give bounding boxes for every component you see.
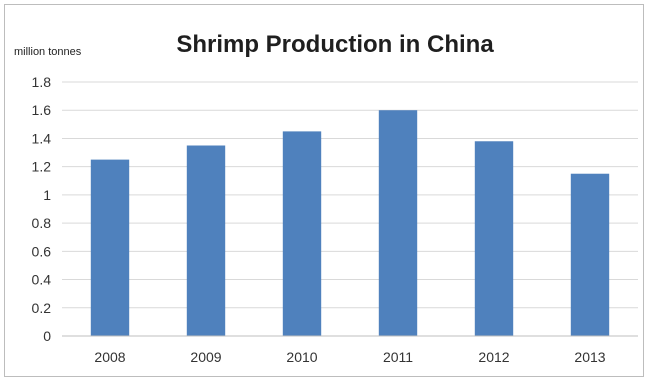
- x-tick-label: 2008: [94, 349, 125, 365]
- y-tick-label: 1.2: [32, 159, 52, 175]
- y-tick-label: 1.4: [32, 130, 52, 146]
- y-tick-label: 0.2: [32, 300, 52, 316]
- y-tick-label: 1.8: [32, 74, 52, 90]
- y-tick-label: 0.8: [32, 215, 52, 231]
- y-tick-label: 0: [43, 328, 51, 344]
- x-tick-label: 2012: [478, 349, 509, 365]
- x-tick-label: 2013: [574, 349, 605, 365]
- gridlines: [62, 81, 638, 309]
- x-tick-label: 2011: [383, 349, 413, 365]
- y-tick-label: 0.6: [32, 243, 52, 259]
- y-axis-unit-label: million tonnes: [14, 46, 82, 58]
- bar-2013: [570, 173, 610, 336]
- bar-2008: [90, 159, 130, 336]
- x-tick-label: 2010: [286, 349, 317, 365]
- y-tick-label: 0.4: [32, 272, 52, 288]
- y-axis-ticks: 0 0.2 0.4 0.6 0.8 1 1.2 1.4 1.6 1.8: [32, 74, 52, 344]
- y-tick-label: 1.6: [32, 102, 52, 118]
- y-tick-label: 1: [43, 187, 51, 203]
- bar-2010: [282, 131, 322, 336]
- x-tick-label: 2009: [190, 349, 221, 365]
- bar-2009: [186, 145, 226, 336]
- bar-2012: [474, 141, 514, 336]
- bar-2011: [378, 110, 418, 336]
- x-axis-ticks: 2008 2009 2010 2011 2012 2013: [94, 349, 605, 365]
- chart-title: Shrimp Production in China: [176, 31, 494, 58]
- bars: [90, 110, 610, 336]
